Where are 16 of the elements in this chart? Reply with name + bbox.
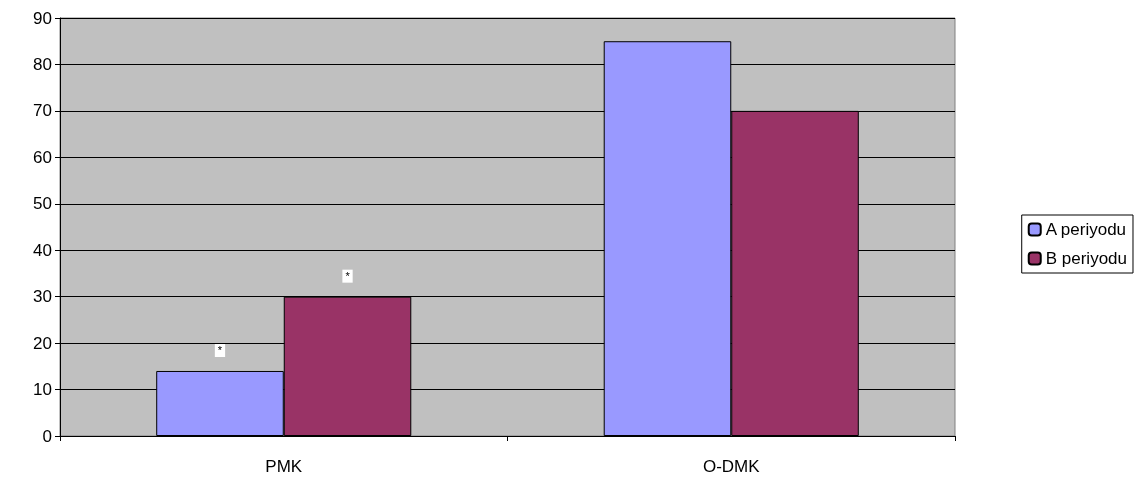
y-tick-label: 50 (33, 194, 52, 214)
y-tick-label: 60 (33, 147, 52, 167)
data-label: * (345, 270, 351, 283)
y-tick-label: 70 (33, 101, 52, 121)
y-tick-label: 10 (33, 380, 52, 400)
x-tick-label: O-DMK (702, 457, 761, 476)
y-tick-label: 30 (33, 287, 52, 307)
legend-label: B periyodu (1045, 249, 1128, 268)
x-tick-label: PMK (265, 457, 303, 476)
data-label: * (217, 344, 223, 357)
y-tick-label: 80 (33, 54, 52, 74)
y-tick-label: 40 (33, 240, 52, 260)
legend-label: A periyodu (1045, 220, 1127, 239)
y-tick-label: 20 (33, 333, 52, 353)
y-tick-label: 90 (33, 8, 52, 28)
y-tick-label: 0 (42, 426, 52, 446)
